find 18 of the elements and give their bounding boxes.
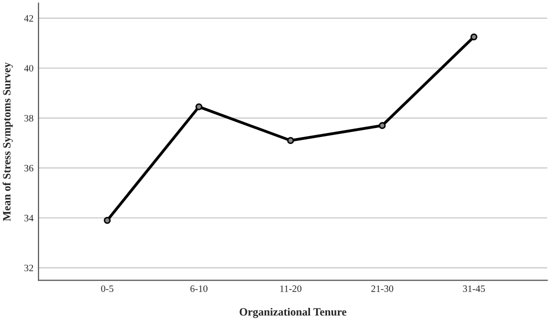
point [195,103,202,110]
y-tick-label: 40 [24,65,34,72]
x-tick-label: 31-45 [463,285,485,292]
y-tick-label: 38 [24,114,34,122]
y-tick-label: 32 [24,264,34,272]
x-axis-title: Organizational Tenure [240,308,346,318]
point [287,137,294,144]
y-axis-title: Mean of Stress Symptoms Survey [2,62,13,222]
y-tick-label: 36 [24,164,34,172]
x-tick-label: 21-30 [371,285,394,292]
point [470,33,478,40]
y-tick-label: 34 [24,214,34,222]
point [104,216,111,224]
x-tick-label: 0-5 [101,285,114,292]
x-tick-label: 11-20 [280,285,302,292]
y-tick-label: 42 [24,15,34,22]
x-tick-label: 6-10 [190,285,208,292]
point [378,122,386,129]
